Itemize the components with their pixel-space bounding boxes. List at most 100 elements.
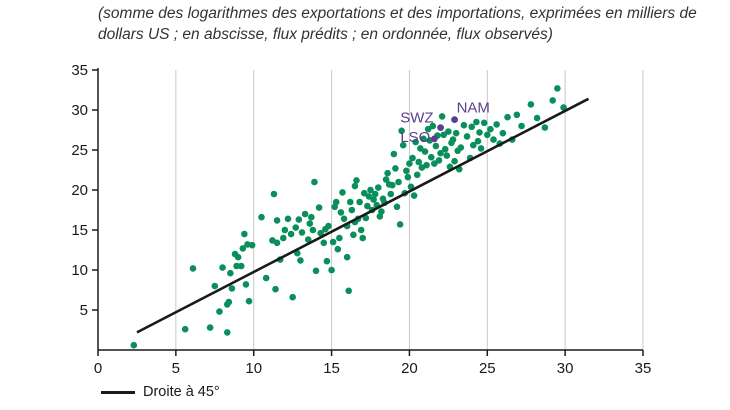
data-point-61 [340, 215, 348, 223]
data-point-64 [345, 287, 353, 295]
highlight-point-lso [430, 135, 438, 143]
data-point-7 [223, 329, 231, 336]
data-point-120 [431, 160, 438, 167]
x-tick-label-25: 25 [479, 360, 496, 377]
data-point-99 [398, 127, 405, 135]
data-point-66 [348, 206, 356, 214]
data-point-109 [413, 171, 421, 179]
data-point-82 [371, 190, 379, 198]
gridlines [175, 70, 644, 350]
data-point-17 [241, 230, 248, 238]
data-point-134 [452, 129, 460, 137]
data-point-106 [409, 154, 416, 162]
data-point-57 [334, 245, 342, 253]
data-point-22 [258, 213, 265, 221]
data-point-127 [441, 145, 449, 153]
data-point-159 [533, 114, 541, 122]
data-point-86 [378, 208, 385, 215]
data-point-11 [228, 285, 236, 292]
highlight-label-lso: LSO [400, 129, 430, 146]
y-tick-label-30: 30 [71, 102, 88, 119]
data-point-31 [281, 226, 289, 234]
data-point-147 [480, 119, 488, 127]
data-point-161 [549, 97, 556, 104]
data-point-121 [432, 142, 440, 150]
data-point-76 [362, 214, 370, 222]
data-point-59 [337, 209, 345, 216]
data-point-60 [339, 189, 346, 196]
data-point-1 [181, 325, 189, 333]
data-point-75 [360, 189, 368, 197]
data-point-32 [284, 215, 292, 223]
data-point-114 [421, 148, 429, 155]
data-point-6 [219, 264, 226, 271]
data-point-38 [297, 257, 304, 264]
data-point-146 [477, 145, 485, 152]
data-point-43 [308, 213, 315, 221]
data-point-51 [323, 257, 331, 265]
data-point-84 [374, 184, 382, 191]
data-point-77 [364, 202, 371, 210]
data-point-110 [415, 158, 423, 166]
data-point-30 [280, 234, 287, 242]
data-point-145 [476, 129, 483, 136]
x-tick-label-35: 35 [635, 360, 652, 377]
data-point-123 [435, 157, 443, 164]
data-point-108 [412, 138, 419, 146]
data-point-42 [306, 220, 314, 227]
x-tick-label-20: 20 [401, 360, 418, 377]
data-point-142 [469, 141, 477, 149]
data-point-69 [351, 182, 359, 190]
data-point-150 [490, 136, 497, 143]
data-point-116 [424, 125, 432, 133]
data-point-14 [234, 253, 242, 261]
data-point-132 [449, 136, 457, 143]
data-point-16 [239, 245, 247, 252]
x-tick-label-30: 30 [557, 360, 574, 377]
data-point-46 [312, 267, 320, 275]
data-point-96 [393, 203, 401, 211]
y-tick-label-25: 25 [71, 142, 88, 159]
legend-label: Droite à 45° [143, 384, 220, 400]
data-point-148 [483, 131, 491, 139]
data-point-72 [356, 198, 363, 206]
y-tick-label-20: 20 [71, 182, 88, 199]
data-point-141 [468, 123, 476, 131]
data-point-40 [301, 210, 309, 218]
data-point-20 [245, 297, 253, 305]
data-point-113 [420, 135, 427, 143]
data-point-13 [233, 262, 240, 270]
data-point-118 [427, 153, 435, 161]
data-point-9 [225, 298, 233, 306]
data-point-28 [273, 217, 281, 224]
data-point-119 [429, 122, 437, 130]
data-point-156 [513, 111, 521, 119]
x-tick-label-15: 15 [323, 360, 340, 377]
data-point-2 [189, 265, 197, 272]
data-point-41 [304, 236, 312, 243]
data-point-73 [357, 226, 365, 234]
data-point-56 [332, 198, 340, 206]
y-tick-label-35: 35 [71, 62, 88, 79]
y-tick-label-15: 15 [71, 222, 88, 239]
data-point-151 [493, 121, 500, 128]
data-point-90 [384, 169, 391, 177]
data-point-23 [262, 274, 270, 282]
data-point-10 [227, 269, 234, 277]
data-point-79 [367, 186, 374, 194]
data-point-100 [399, 141, 407, 149]
axes: 0 5 10 15 20 25 30 35 5 10 15 20 25 30 35 [71, 62, 651, 377]
data-point-5 [216, 308, 223, 315]
data-point-34 [289, 293, 296, 301]
data-point-54 [329, 238, 337, 246]
data-point-53 [328, 266, 335, 274]
data-point-52 [325, 222, 332, 230]
data-point-98 [396, 221, 404, 228]
data-point-63 [343, 253, 351, 261]
data-point-44 [309, 226, 317, 234]
data-point-39 [298, 229, 306, 236]
x-tick-label-0: 0 [94, 360, 102, 377]
highlight-label-nam: NAM [457, 100, 490, 117]
data-point-111 [417, 145, 424, 152]
